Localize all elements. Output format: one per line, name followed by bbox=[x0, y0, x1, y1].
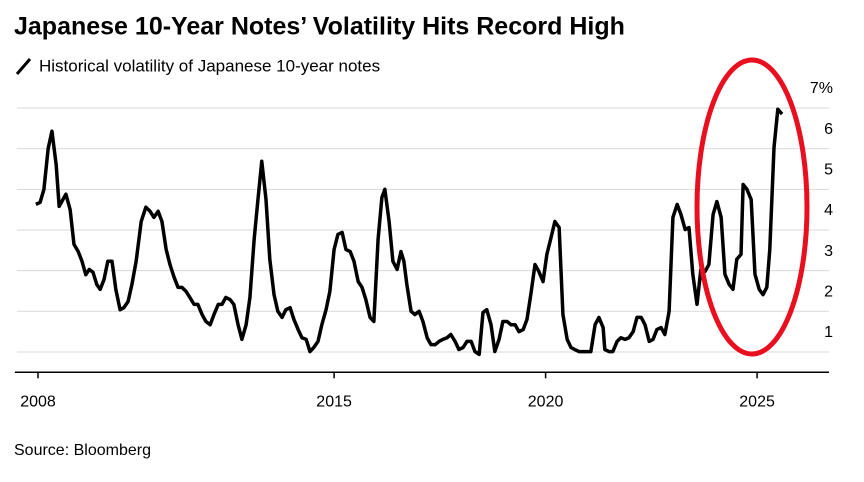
y-tick-label: 7% bbox=[810, 80, 833, 97]
source: Source: Bloomberg bbox=[14, 442, 151, 459]
legend-label: Historical volatility of Japanese 10-yea… bbox=[39, 56, 380, 75]
x-tick-label: 2025 bbox=[739, 394, 775, 411]
series-line bbox=[35, 107, 784, 357]
y-tick-label: 4 bbox=[824, 202, 833, 219]
y-tick-label: 1 bbox=[824, 324, 833, 341]
highlight-ellipse bbox=[694, 57, 810, 357]
x-tick-label: 2020 bbox=[528, 394, 564, 411]
plot-area: 1 2 3 4 5 6 7% 2008 2015 2020 2025 bbox=[14, 80, 833, 411]
chart-title: Japanese 10-Year Notes’ Volatility Hits … bbox=[14, 13, 625, 41]
y-tick-label: 2 bbox=[824, 284, 833, 301]
x-tick-label: 2015 bbox=[316, 394, 352, 411]
legend-swatch bbox=[15, 58, 32, 75]
y-tick-label: 6 bbox=[824, 121, 833, 138]
y-tick-label: 3 bbox=[824, 243, 833, 260]
y-tick-label: 5 bbox=[824, 162, 833, 179]
x-tick-label: 2008 bbox=[20, 394, 56, 411]
